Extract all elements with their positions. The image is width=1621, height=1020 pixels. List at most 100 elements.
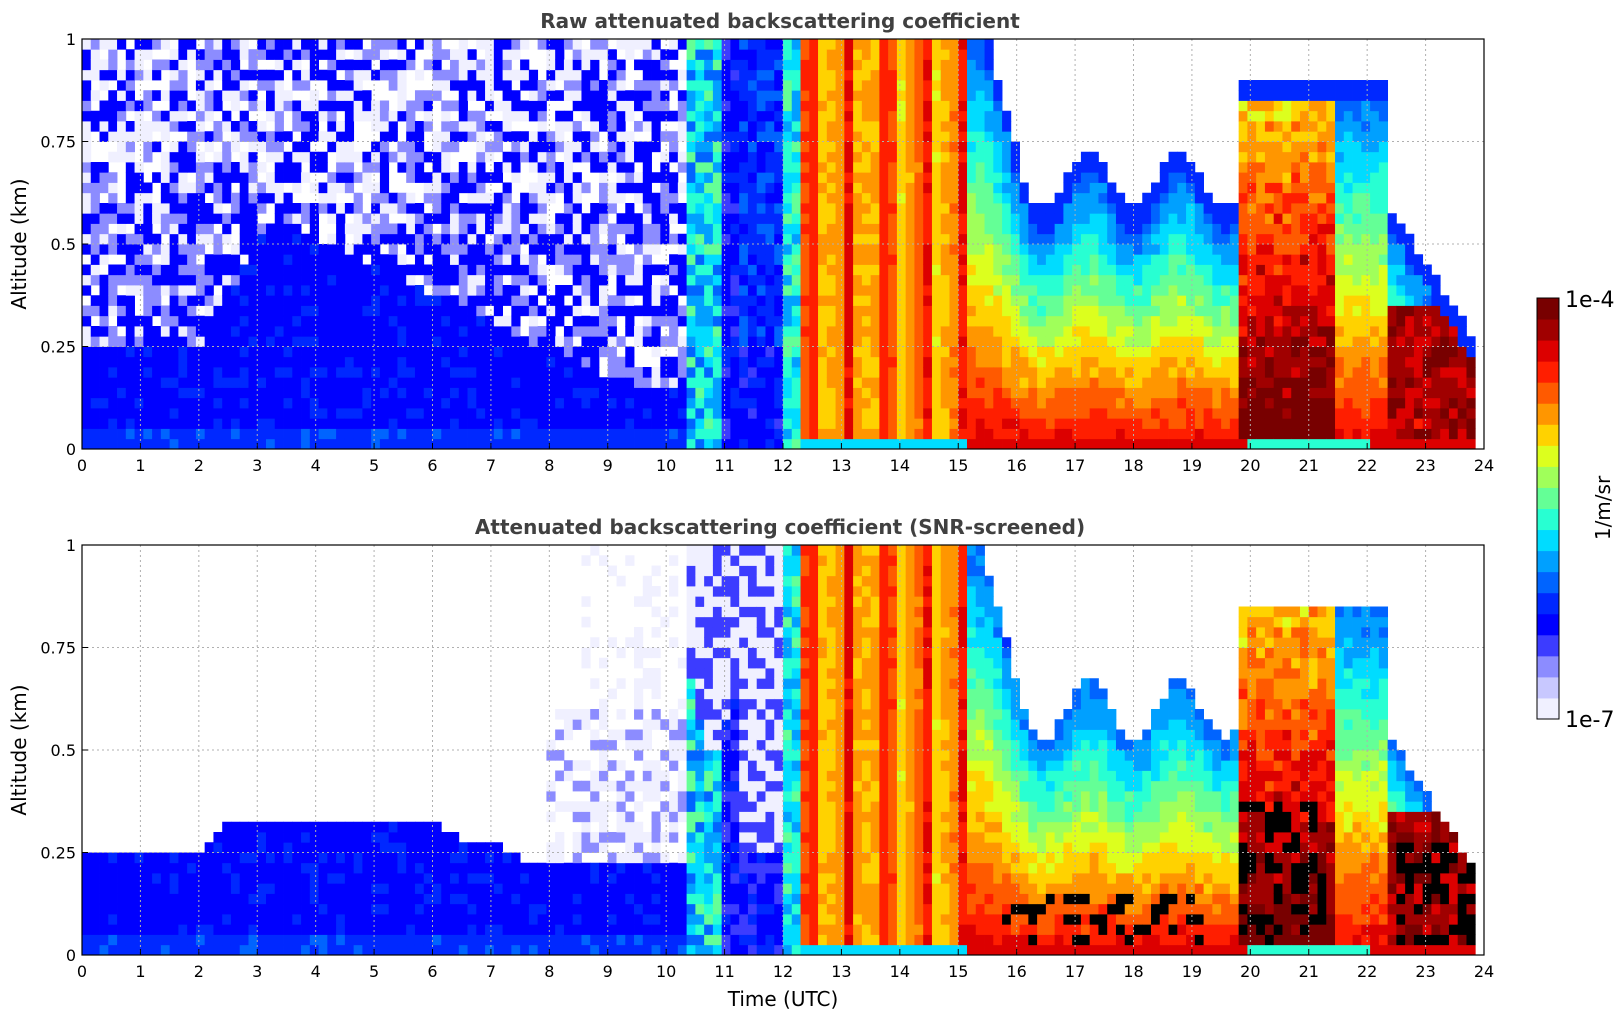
heatmap-cell bbox=[432, 254, 442, 265]
heatmap-cell bbox=[1203, 346, 1213, 358]
heatmap-cell bbox=[1343, 254, 1353, 265]
heatmap-cell bbox=[379, 100, 390, 112]
heatmap-cell bbox=[1343, 397, 1353, 409]
heatmap-cell bbox=[1317, 172, 1327, 183]
heatmap-cell bbox=[90, 162, 100, 173]
heatmap-cell bbox=[1168, 315, 1178, 327]
heatmap-cell bbox=[257, 377, 267, 388]
heatmap-cell bbox=[117, 397, 127, 409]
heatmap-cell bbox=[178, 172, 188, 183]
heatmap-cell bbox=[844, 305, 854, 317]
heatmap-cell bbox=[485, 172, 495, 183]
heatmap-cell bbox=[1002, 274, 1012, 286]
heatmap-cell bbox=[1308, 110, 1318, 122]
heatmap-cell bbox=[1282, 367, 1292, 378]
heatmap-cell bbox=[818, 121, 828, 132]
heatmap-cell bbox=[222, 387, 232, 399]
heatmap-cell bbox=[1203, 336, 1213, 347]
heatmap-cell bbox=[914, 326, 924, 337]
heatmap-cell bbox=[1151, 387, 1161, 399]
heatmap-cell bbox=[809, 367, 819, 378]
heatmap-cell bbox=[1291, 244, 1301, 255]
heatmap-cell bbox=[458, 49, 468, 60]
heatmap-cell bbox=[327, 213, 337, 224]
heatmap-cell bbox=[432, 356, 442, 368]
heatmap-cell bbox=[432, 295, 442, 306]
heatmap-cell bbox=[90, 408, 100, 419]
heatmap-cell bbox=[143, 131, 153, 142]
heatmap-cell bbox=[1238, 233, 1248, 245]
heatmap-cell bbox=[528, 418, 539, 429]
heatmap-cell bbox=[721, 315, 731, 327]
heatmap-cell bbox=[555, 121, 565, 132]
heatmap-cell bbox=[1089, 377, 1099, 388]
heatmap-cell bbox=[1063, 172, 1073, 183]
heatmap-cell bbox=[984, 80, 994, 91]
heatmap-cell bbox=[905, 90, 915, 101]
heatmap-cell bbox=[266, 39, 276, 50]
heatmap-cell bbox=[152, 203, 162, 214]
heatmap-cell bbox=[414, 121, 425, 132]
heatmap-cell bbox=[1291, 203, 1301, 214]
heatmap-cell bbox=[598, 295, 609, 306]
heatmap-cell bbox=[1299, 295, 1310, 306]
heatmap-cell bbox=[1273, 418, 1283, 429]
heatmap-cell bbox=[1080, 172, 1091, 183]
heatmap-cell bbox=[1247, 377, 1257, 388]
heatmap-cell bbox=[1098, 305, 1108, 317]
heatmap-cell bbox=[625, 39, 635, 50]
heatmap-cell bbox=[555, 59, 565, 71]
heatmap-cell bbox=[967, 100, 977, 112]
heatmap-cell bbox=[905, 377, 915, 388]
heatmap-cell bbox=[502, 121, 512, 132]
heatmap-cell bbox=[1186, 367, 1196, 378]
heatmap-cell bbox=[967, 203, 977, 214]
heatmap-cell bbox=[1168, 377, 1178, 388]
heatmap-cell bbox=[388, 315, 398, 327]
heatmap-cell bbox=[1019, 182, 1029, 194]
heatmap-cell bbox=[844, 346, 854, 358]
heatmap-cell bbox=[756, 356, 766, 368]
heatmap-cell bbox=[458, 90, 468, 101]
heatmap-cell bbox=[1063, 264, 1073, 276]
heatmap-cell bbox=[642, 121, 652, 132]
heatmap-cell bbox=[1168, 233, 1178, 245]
heatmap-cell bbox=[195, 192, 206, 204]
heatmap-cell bbox=[292, 162, 302, 173]
heatmap-cell bbox=[958, 408, 968, 419]
heatmap-cell bbox=[143, 192, 153, 204]
heatmap-cell bbox=[1124, 233, 1134, 245]
heatmap-cell bbox=[695, 274, 705, 286]
heatmap-cell bbox=[1229, 336, 1240, 347]
heatmap-cell bbox=[747, 336, 758, 347]
heatmap-cell bbox=[117, 223, 127, 235]
heatmap-cell bbox=[414, 367, 425, 378]
heatmap-cell bbox=[1194, 336, 1204, 347]
heatmap-cell bbox=[1221, 408, 1231, 419]
heatmap-cell bbox=[651, 121, 661, 132]
heatmap-cell bbox=[230, 121, 241, 132]
heatmap-cell bbox=[704, 305, 714, 317]
heatmap-cell bbox=[625, 367, 635, 378]
heatmap-cell bbox=[765, 418, 775, 429]
heatmap-cell bbox=[493, 397, 503, 409]
heatmap-cell bbox=[914, 377, 924, 388]
heatmap-cell bbox=[783, 69, 793, 81]
heatmap-cell bbox=[870, 346, 880, 358]
heatmap-cell bbox=[195, 356, 206, 368]
heatmap-cell bbox=[835, 408, 845, 419]
heatmap-cell bbox=[1089, 326, 1099, 337]
heatmap-cell bbox=[143, 264, 153, 276]
heatmap-cell bbox=[1194, 223, 1204, 235]
heatmap-cell bbox=[82, 39, 92, 50]
heatmap-cell bbox=[1054, 418, 1064, 429]
heatmap-cell bbox=[160, 172, 171, 183]
heatmap-cell bbox=[712, 80, 723, 91]
heatmap-cell bbox=[914, 121, 924, 132]
heatmap-cell bbox=[327, 285, 337, 296]
heatmap-cell bbox=[686, 39, 696, 50]
heatmap-cell bbox=[108, 110, 118, 122]
heatmap-cell bbox=[397, 110, 407, 122]
heatmap-cell bbox=[379, 377, 390, 388]
heatmap-cell bbox=[160, 90, 171, 101]
